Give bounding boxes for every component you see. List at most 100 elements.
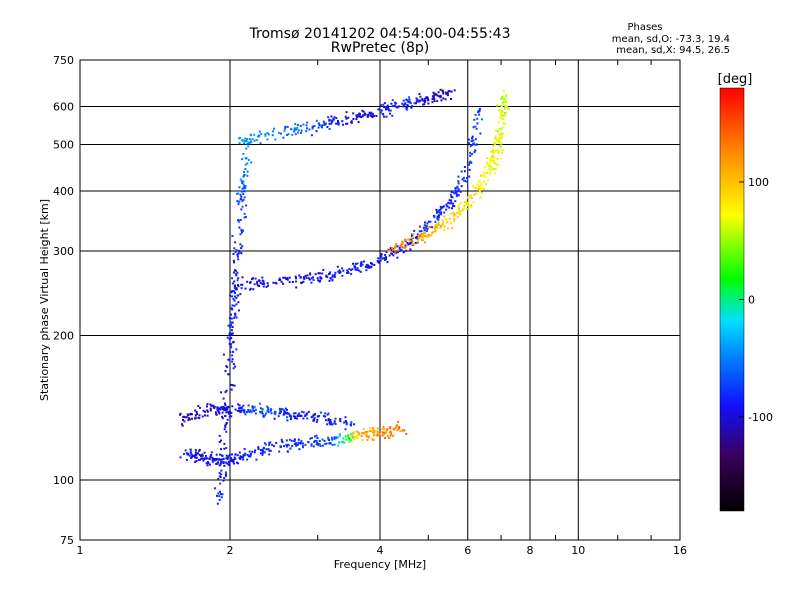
data-point xyxy=(241,407,244,410)
data-point xyxy=(295,444,298,447)
data-point xyxy=(223,409,226,412)
data-point xyxy=(230,291,233,294)
data-point xyxy=(364,265,367,268)
data-point xyxy=(239,178,242,181)
data-point xyxy=(466,203,469,206)
data-point xyxy=(217,492,220,495)
data-point xyxy=(422,103,425,106)
data-point xyxy=(253,410,256,412)
x-axis-label: Frequency [MHz] xyxy=(334,558,426,571)
data-point xyxy=(401,102,404,105)
data-point xyxy=(474,187,477,189)
data-point xyxy=(228,342,231,345)
data-point xyxy=(220,454,223,457)
data-point xyxy=(502,117,505,120)
data-point xyxy=(218,434,221,437)
data-point xyxy=(236,200,239,203)
data-point xyxy=(336,436,339,439)
data-point xyxy=(269,409,272,412)
data-point xyxy=(297,441,300,444)
data-point xyxy=(258,130,261,133)
data-point xyxy=(260,132,263,135)
data-point xyxy=(179,456,182,459)
data-point xyxy=(265,412,268,415)
data-point xyxy=(325,442,328,445)
data-point xyxy=(182,419,184,421)
data-point xyxy=(227,463,230,466)
data-point xyxy=(227,373,230,376)
data-point xyxy=(347,116,350,119)
data-point xyxy=(333,273,336,276)
data-point xyxy=(394,102,397,105)
data-point xyxy=(244,137,247,140)
data-point xyxy=(350,120,353,123)
data-point xyxy=(324,442,327,445)
data-point xyxy=(243,453,246,455)
data-point xyxy=(494,137,497,140)
data-point xyxy=(453,213,456,216)
data-point xyxy=(340,441,343,444)
data-point xyxy=(499,114,502,117)
data-point xyxy=(387,249,390,252)
data-point xyxy=(446,91,449,94)
data-point xyxy=(228,373,231,376)
data-point xyxy=(493,142,495,144)
data-point xyxy=(433,92,436,95)
data-point xyxy=(442,92,445,95)
data-point xyxy=(477,110,480,113)
data-point xyxy=(365,434,368,437)
data-point xyxy=(377,108,380,111)
data-point xyxy=(369,266,372,268)
data-point xyxy=(441,219,443,222)
data-point xyxy=(230,411,233,414)
data-point xyxy=(355,118,358,120)
data-point xyxy=(318,439,321,442)
data-point xyxy=(233,299,236,302)
data-point xyxy=(497,163,500,166)
data-point xyxy=(233,456,236,459)
data-point xyxy=(218,407,221,410)
data-point xyxy=(484,176,487,179)
data-point xyxy=(234,250,237,253)
data-point xyxy=(367,265,370,267)
data-point xyxy=(414,236,417,239)
data-point xyxy=(434,228,437,231)
data-point xyxy=(201,453,204,456)
data-point xyxy=(239,136,242,139)
data-point xyxy=(405,98,408,101)
data-point xyxy=(323,123,326,126)
data-point xyxy=(472,201,475,204)
data-point xyxy=(233,290,235,293)
data-point xyxy=(230,308,233,310)
data-point xyxy=(457,211,460,214)
data-point xyxy=(311,437,313,439)
data-point xyxy=(408,98,411,101)
data-point xyxy=(279,409,282,412)
data-point xyxy=(305,130,308,133)
data-point xyxy=(231,304,234,307)
data-point xyxy=(242,171,245,174)
data-point xyxy=(353,438,356,440)
data-point xyxy=(302,446,304,449)
data-point xyxy=(411,236,414,239)
data-point xyxy=(456,186,459,189)
data-point xyxy=(330,436,333,439)
data-point xyxy=(246,411,248,414)
data-point xyxy=(337,123,340,126)
data-point xyxy=(226,462,229,465)
data-point xyxy=(472,139,475,142)
data-point xyxy=(299,441,302,444)
data-point xyxy=(291,133,294,136)
data-point xyxy=(411,105,414,108)
data-point xyxy=(225,461,228,464)
data-point xyxy=(302,277,305,280)
data-point xyxy=(300,129,303,132)
data-point xyxy=(215,458,218,460)
colorbar-tick-label: 0 xyxy=(748,294,755,307)
data-point xyxy=(333,275,336,278)
data-point xyxy=(214,459,217,462)
data-point xyxy=(444,98,447,101)
data-point xyxy=(459,190,462,193)
data-point xyxy=(220,473,223,476)
data-point xyxy=(268,449,271,452)
